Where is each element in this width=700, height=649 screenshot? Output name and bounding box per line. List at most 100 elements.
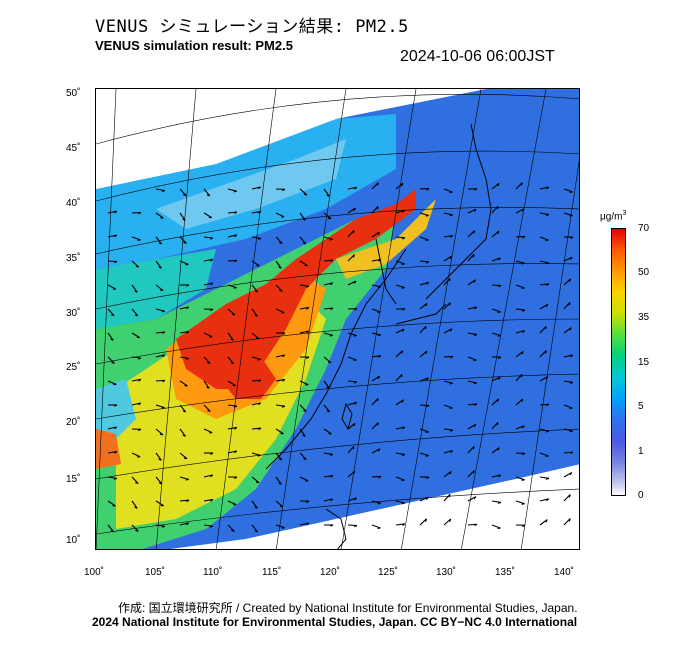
wind-arrow-head xyxy=(545,214,550,217)
wind-arrow xyxy=(227,234,237,238)
wind-arrow xyxy=(227,332,234,341)
wind-arrow xyxy=(251,476,260,484)
wind-arrow xyxy=(395,452,405,456)
wind-arrow-head xyxy=(377,231,380,235)
wind-arrow-head xyxy=(162,379,166,383)
wind-arrow-head xyxy=(138,402,142,406)
wind-arrow xyxy=(539,236,549,241)
wind-arrow xyxy=(155,308,165,312)
wind-arrow-head xyxy=(162,331,166,335)
wind-arrow xyxy=(395,350,403,358)
wind-arrow-head xyxy=(281,527,285,529)
wind-arrow xyxy=(299,284,309,287)
wind-arrow xyxy=(179,380,188,387)
wind-arrow xyxy=(107,284,117,290)
wind-arrow xyxy=(467,403,477,406)
wind-arrow-head xyxy=(401,237,406,240)
wind-arrow-head xyxy=(158,482,163,485)
wind-arrow-head xyxy=(400,374,403,378)
lat-label-10: 10˚ xyxy=(66,535,81,546)
wind-arrow xyxy=(179,476,189,480)
wind-arrow xyxy=(347,186,357,190)
wind-arrow xyxy=(515,398,524,406)
wind-arrow xyxy=(419,302,428,310)
wind-arrow-head xyxy=(134,314,139,317)
wind-arrow xyxy=(107,234,117,238)
wind-arrow xyxy=(227,284,237,289)
wind-arrow-head xyxy=(425,261,430,264)
wind-arrow xyxy=(419,212,429,217)
wind-arrow-head xyxy=(472,446,475,450)
wind-arrow xyxy=(107,356,115,364)
wind-arrow xyxy=(395,328,405,334)
wind-arrow xyxy=(491,332,501,337)
wind-arrow xyxy=(179,260,189,265)
wind-arrow xyxy=(515,329,525,334)
wind-arrow xyxy=(203,188,211,197)
wind-arrow xyxy=(275,428,284,435)
wind-arrow-head xyxy=(354,401,357,405)
coastline-philippines xyxy=(325,508,347,549)
wind-arrow-head xyxy=(209,237,214,240)
wind-arrow-head xyxy=(545,262,549,265)
wind-arrow xyxy=(467,332,477,336)
wind-arrow xyxy=(467,253,475,262)
wind-arrow xyxy=(131,452,141,458)
wind-arrow xyxy=(371,205,379,214)
wind-arrow xyxy=(539,498,549,502)
wind-arrow xyxy=(347,380,358,383)
wind-arrow-head xyxy=(353,470,356,475)
wind-arrow xyxy=(107,524,115,533)
wind-arrow xyxy=(467,470,475,478)
wind-arrow-head xyxy=(135,265,139,268)
wind-arrow-head xyxy=(158,458,162,461)
wind-arrow xyxy=(467,496,477,502)
wind-arrow-head xyxy=(570,236,574,239)
wind-arrow xyxy=(395,284,405,289)
wind-arrow xyxy=(275,404,285,407)
wind-arrow-head xyxy=(546,283,550,287)
wind-arrow-head xyxy=(425,350,428,355)
wind-arrow-head xyxy=(279,289,283,292)
wind-arrow xyxy=(539,326,547,334)
wind-arrow xyxy=(539,186,549,190)
wind-arrow xyxy=(323,498,333,502)
wind-arrow-head xyxy=(257,358,261,361)
wind-arrow-head xyxy=(448,302,451,306)
wind-arrow xyxy=(563,278,571,286)
wind-arrow-head xyxy=(521,309,526,312)
wind-arrow xyxy=(299,260,308,267)
wind-arrow xyxy=(515,182,523,190)
wind-arrow-head xyxy=(377,448,381,452)
wind-arrow-head xyxy=(377,334,381,337)
wind-arrow xyxy=(491,205,499,214)
wind-arrow xyxy=(539,519,548,526)
wind-arrow-head xyxy=(353,207,356,211)
wind-arrow xyxy=(155,354,165,358)
wind-arrow xyxy=(299,522,309,526)
wind-arrow xyxy=(491,376,501,382)
wind-arrow xyxy=(491,257,501,262)
wind-arrow-head xyxy=(497,335,501,337)
wind-arrow-head xyxy=(378,355,382,358)
wind-arrow xyxy=(251,210,261,214)
wind-arrow-head xyxy=(377,527,381,530)
wind-arrow xyxy=(155,236,163,245)
wind-arrow xyxy=(419,404,430,407)
wind-arrow xyxy=(515,308,525,311)
wind-arrow-head xyxy=(544,326,547,330)
wind-arrow xyxy=(347,524,358,527)
wind-arrow-head xyxy=(134,506,138,509)
wind-arrow xyxy=(371,231,380,238)
wind-arrow-head xyxy=(306,356,310,359)
wind-arrow xyxy=(179,499,190,502)
wind-arrow xyxy=(131,476,139,484)
wind-arrow xyxy=(275,260,282,269)
wind-arrow-head xyxy=(186,306,190,310)
wind-arrow xyxy=(371,500,381,504)
wind-arrow xyxy=(347,254,355,262)
wind-arrow xyxy=(347,207,356,214)
wind-arrow xyxy=(107,332,114,341)
wind-arrow-head xyxy=(546,186,550,190)
wind-arrow xyxy=(275,308,285,314)
